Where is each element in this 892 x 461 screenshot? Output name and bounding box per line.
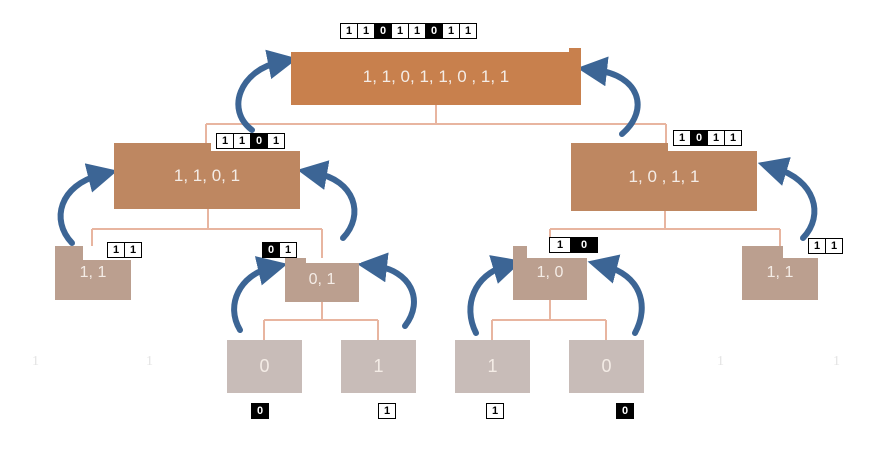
bit-cell: 1	[486, 403, 504, 419]
node-notch	[668, 143, 763, 151]
bit-cell: 1	[340, 23, 358, 39]
bit-cell: 1	[357, 23, 375, 39]
bit-cell: 0	[425, 23, 443, 39]
tree-node-leaf-2: 1	[455, 340, 530, 393]
node-label: 1, 0 , 1, 1	[628, 167, 700, 186]
bit-cell: 0	[570, 237, 598, 253]
bit-cell: 1	[378, 403, 396, 419]
bit-cell: 1	[808, 238, 826, 254]
bit-cell: 1	[408, 23, 426, 39]
tree-node-right: 1, 0 , 1, 1	[571, 143, 757, 211]
node-label: 0, 1	[308, 271, 336, 288]
connector-lines	[91, 105, 781, 340]
tree-node-leaf-1: 1	[341, 340, 416, 393]
bit-cell: 1	[267, 133, 285, 149]
node-label: 1	[487, 356, 498, 376]
bit-array-left: 1 1 0 1	[216, 133, 285, 149]
bit-array-leaf-2: 1	[486, 403, 504, 419]
bit-cell: 1	[216, 133, 234, 149]
bit-cell: 0	[690, 130, 708, 146]
node-label: 1, 1, 0, 1, 1, 0 , 1, 1	[362, 66, 510, 86]
bit-cell: 1	[673, 130, 691, 146]
node-label: 1, 1	[79, 264, 107, 281]
tree-node-left-right: 0, 1	[285, 258, 359, 302]
bit-array-right-left: 1 0	[549, 237, 598, 253]
bit-cell: 1	[724, 130, 742, 146]
bit-array-leaf-0: 0	[251, 403, 269, 419]
bit-array-right: 1 0 1 1	[673, 130, 742, 146]
bit-cell: 1	[442, 23, 460, 39]
bit-cell: 1	[391, 23, 409, 39]
bit-array-left-right: 0 1	[262, 242, 297, 258]
bit-cell: 0	[250, 133, 268, 149]
bit-cell: 0	[251, 403, 269, 419]
tree-node-leaf-3: 0	[569, 340, 644, 393]
tree-node-left: 1, 1, 0, 1	[114, 143, 300, 209]
bit-cell: 1	[107, 242, 125, 258]
bit-cell: 1	[825, 238, 843, 254]
tree-node-right-right: 1, 1	[742, 246, 818, 300]
bit-cell: 1	[549, 237, 571, 253]
bit-cell: 0	[616, 403, 634, 419]
bit-cell: 1	[459, 23, 477, 39]
node-label: 1, 1	[766, 264, 794, 281]
bit-array-root: 1 1 0 1 1 0 1 1	[340, 23, 477, 39]
bit-array-leaf-1: 1	[378, 403, 396, 419]
tree-node-root: 1, 1, 0, 1, 1, 0 , 1, 1	[291, 48, 581, 105]
bit-cell: 0	[262, 242, 280, 258]
bit-cell: 1	[124, 242, 142, 258]
bit-cell: 1	[707, 130, 725, 146]
bit-cell: 0	[374, 23, 392, 39]
merge-arrows	[57, 49, 818, 336]
node-notch	[291, 48, 569, 52]
node-label: 0	[601, 356, 612, 376]
bit-array-right-right: 1 1	[808, 238, 843, 254]
bit-array-left-left: 1 1	[107, 242, 142, 258]
faded-label: 1	[146, 354, 153, 369]
node-label: 1, 0	[536, 264, 564, 281]
tree-node-leaf-0: 0	[227, 340, 302, 393]
faded-label: 1	[717, 354, 724, 369]
bit-cell: 1	[279, 242, 297, 258]
faded-label: 1	[833, 354, 840, 369]
bit-cell: 1	[233, 133, 251, 149]
node-label: 1, 1, 0, 1	[173, 166, 241, 185]
node-notch	[306, 258, 361, 263]
faded-label: 1	[32, 354, 39, 369]
bit-array-leaf-3: 0	[616, 403, 634, 419]
node-label: 0	[259, 356, 270, 376]
node-label: 1	[373, 356, 384, 376]
